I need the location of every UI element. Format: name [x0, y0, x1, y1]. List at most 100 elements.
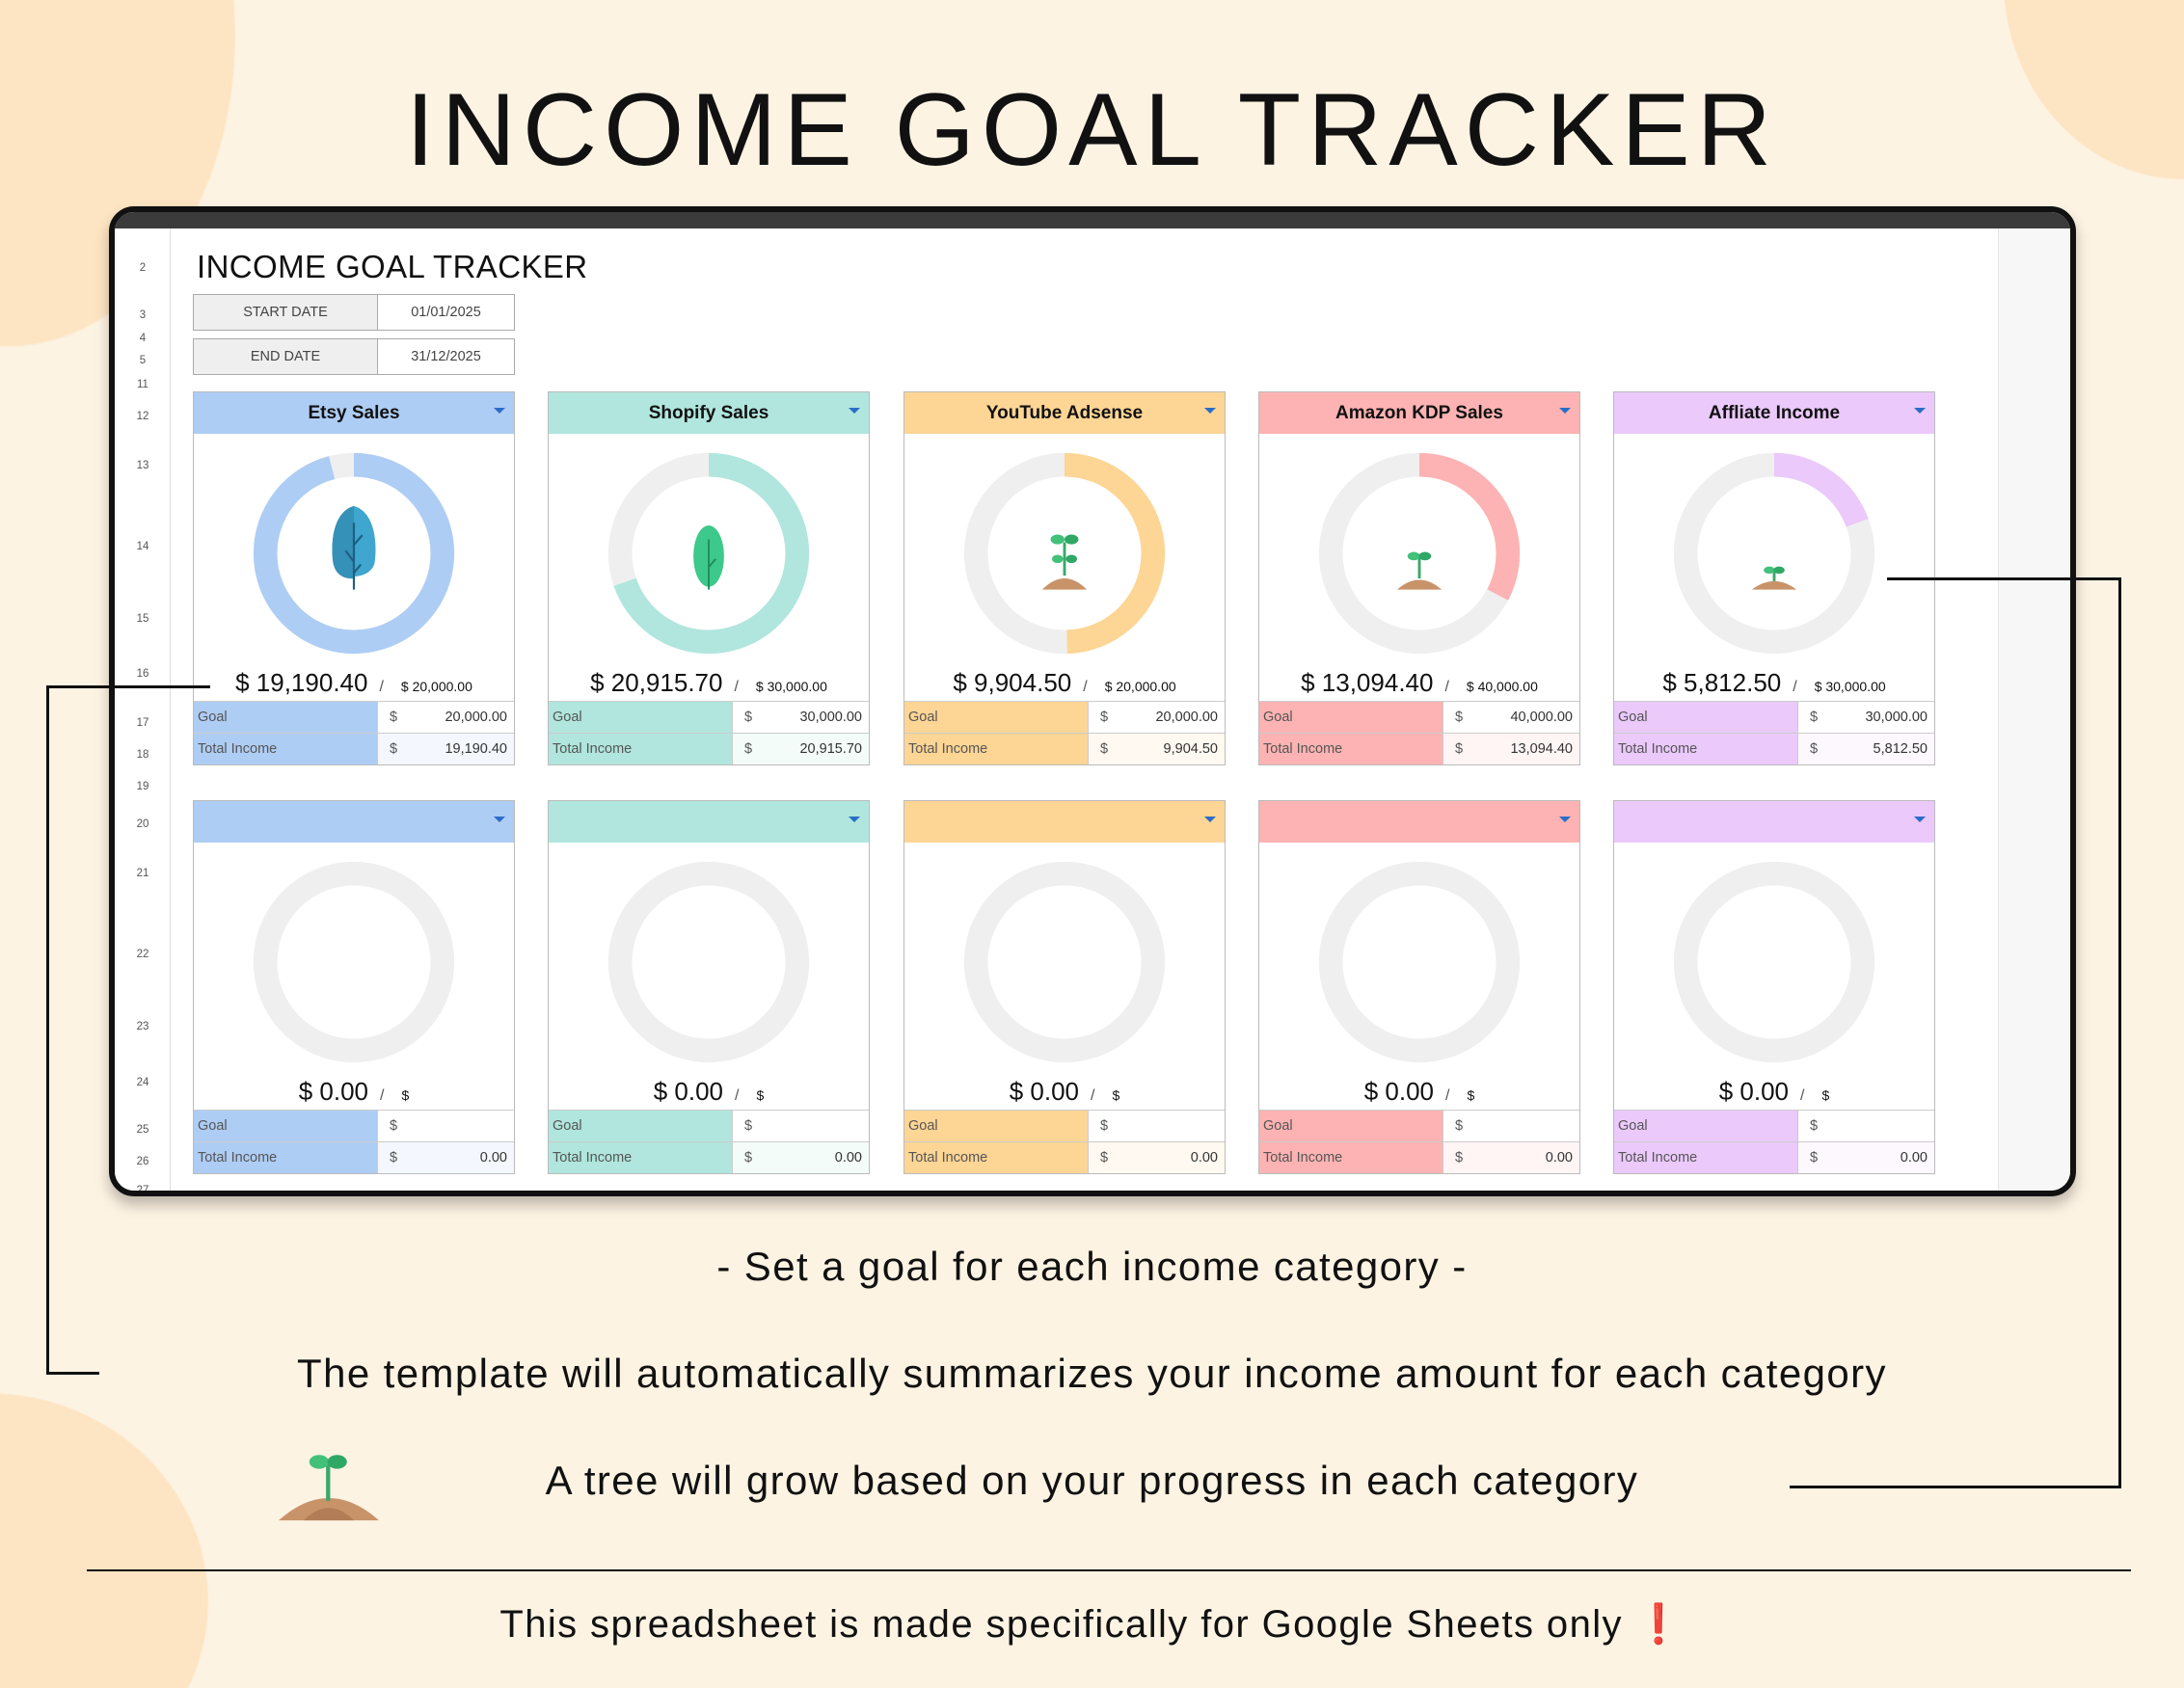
row-number[interactable]: 11 [137, 379, 148, 390]
chevron-down-icon[interactable] [1559, 817, 1571, 822]
row-number[interactable]: 17 [136, 717, 149, 729]
row-number[interactable]: 3 [139, 309, 147, 321]
currency-symbol: $ [1089, 1142, 1117, 1173]
goal-input[interactable]: 30,000.00 [799, 710, 862, 725]
goal-input[interactable] [406, 1111, 514, 1141]
category-card: $ 0.00 / $ Goal $ Total Income $ 0.00 [1613, 800, 1935, 1174]
row-number[interactable]: 16 [136, 668, 149, 680]
chevron-down-icon[interactable] [1914, 408, 1926, 414]
sheet-title: INCOME GOAL TRACKER [197, 249, 588, 284]
row-number[interactable]: 25 [136, 1124, 149, 1136]
row-number[interactable]: 20 [136, 818, 149, 830]
chevron-down-icon[interactable] [494, 408, 505, 414]
goal-input[interactable]: 20,000.00 [445, 710, 507, 725]
chevron-down-icon[interactable] [1204, 817, 1216, 822]
total-row: Total Income $ 0.00 [194, 1141, 514, 1173]
goal-amount: $ 20,000.00 [400, 679, 472, 694]
chevron-down-icon[interactable] [1559, 408, 1571, 414]
goal-row: Goal $ [1614, 1110, 1934, 1141]
chevron-down-icon[interactable] [494, 817, 505, 822]
category-card: Affliate Income $ 5,812.50 / $ 30,000.00 G… [1613, 391, 1935, 765]
donut-chart [1673, 452, 1875, 655]
goal-amount: $ [1112, 1087, 1120, 1103]
row-number[interactable]: 2 [139, 262, 147, 274]
small-sprout-icon [1396, 551, 1443, 590]
callout-line [46, 685, 49, 1374]
total-row: Total Income $ 5,812.50 [1614, 733, 1934, 764]
currency-symbol: $ [744, 710, 753, 725]
donut-track [607, 861, 810, 1063]
category-dropdown[interactable] [1259, 801, 1579, 843]
row-number[interactable]: 27 [136, 1185, 149, 1196]
total-income-value: 20,915.70 [761, 734, 869, 764]
goal-input[interactable] [761, 1111, 869, 1141]
chevron-down-icon[interactable] [1204, 408, 1216, 414]
category-card: $ 0.00 / $ Goal $ Total Income $ 0.00 [1258, 800, 1580, 1174]
goal-label: Goal [904, 1111, 1089, 1141]
category-dropdown[interactable]: Affliate Income [1614, 392, 1934, 434]
total-amount: $ 0.00 [653, 1077, 724, 1106]
amount-summary: $ 5,812.50 / $ 30,000.00 [1614, 668, 1934, 698]
row-number[interactable]: 4 [139, 333, 147, 344]
row-number[interactable]: 12 [136, 411, 149, 422]
goal-input[interactable] [1117, 1111, 1225, 1141]
category-dropdown[interactable] [1614, 801, 1934, 843]
row-number[interactable]: 18 [136, 749, 149, 761]
total-label: Total Income [1614, 734, 1798, 764]
total-label: Total Income [194, 1142, 378, 1173]
row-number[interactable]: 15 [136, 613, 149, 625]
donut-chart [1318, 452, 1521, 655]
row-number[interactable]: 23 [136, 1021, 149, 1032]
row-number[interactable]: 5 [139, 355, 147, 366]
end-date-label: END DATE [194, 339, 378, 374]
separator: / [734, 679, 739, 695]
start-date-label: START DATE [194, 295, 378, 330]
goal-input[interactable] [1471, 1111, 1579, 1141]
goal-row: Goal $ [194, 1110, 514, 1141]
callout-line [46, 1372, 99, 1375]
chevron-down-icon[interactable] [849, 408, 860, 414]
separator: / [1444, 679, 1449, 695]
goal-input[interactable] [1826, 1111, 1934, 1141]
category-card: YouTube Adsense $ 9,904.50 / $ 20,000.00 G… [903, 391, 1226, 765]
row-number[interactable]: 13 [136, 460, 149, 471]
category-dropdown[interactable]: Shopify Sales [549, 392, 869, 434]
category-dropdown[interactable] [904, 801, 1225, 843]
category-dropdown[interactable] [549, 801, 869, 843]
donut-track [253, 861, 455, 1063]
separator: / [379, 679, 384, 695]
row-number[interactable]: 19 [136, 781, 149, 792]
currency-symbol: $ [390, 710, 398, 725]
goal-row: Goal $ [1259, 1110, 1579, 1141]
category-dropdown[interactable]: Amazon KDP Sales [1259, 392, 1579, 434]
tree-icon [332, 505, 376, 590]
total-row: Total Income $ 9,904.50 [904, 733, 1225, 764]
category-dropdown[interactable] [194, 801, 514, 843]
row-number[interactable]: 24 [136, 1077, 149, 1088]
row-number[interactable]: 26 [136, 1156, 149, 1167]
currency-symbol: $ [378, 1142, 406, 1173]
goal-input[interactable]: 30,000.00 [1865, 710, 1928, 725]
total-income-value: 0.00 [1471, 1142, 1579, 1173]
goal-input[interactable]: 40,000.00 [1510, 710, 1573, 725]
progress-chart: $ 0.00 / $ [904, 843, 1225, 1110]
row-header-column: 2 3 4 5 11 12 13 14 15 16 17 18 19 20 21 22 23 24 25 26 27 [115, 228, 171, 1191]
category-dropdown[interactable]: YouTube Adsense [904, 392, 1225, 434]
row-number[interactable]: 22 [136, 949, 149, 960]
end-date-input[interactable]: 31/12/2025 [411, 349, 481, 364]
total-amount: $ 0.00 [1363, 1077, 1435, 1106]
row-number[interactable]: 14 [136, 541, 149, 552]
total-row: Total Income $ 20,915.70 [549, 733, 869, 764]
row-number[interactable]: 21 [136, 868, 149, 879]
total-amount: $ 9,904.50 [953, 668, 1072, 697]
category-dropdown[interactable]: Etsy Sales [194, 392, 514, 434]
currency-symbol: $ [1100, 710, 1109, 725]
total-label: Total Income [904, 734, 1089, 764]
goal-input[interactable]: 20,000.00 [1155, 710, 1218, 725]
chevron-down-icon[interactable] [1914, 817, 1926, 822]
goal-row: Goal $ 20,000.00 [194, 701, 514, 733]
separator: / [1083, 679, 1088, 695]
goal-amount: $ 40,000.00 [1466, 679, 1538, 694]
chevron-down-icon[interactable] [849, 817, 860, 822]
start-date-input[interactable]: 01/01/2025 [411, 305, 481, 320]
